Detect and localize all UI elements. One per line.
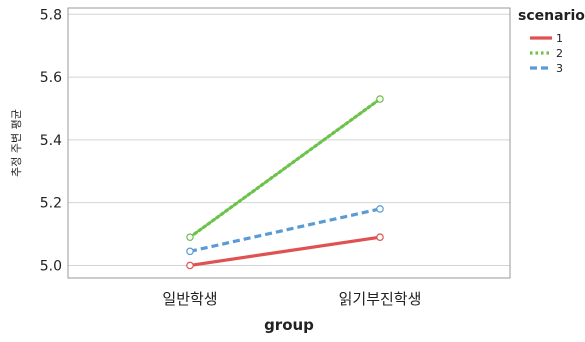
legend-label-1: 1 [556,32,563,45]
plot-frame [67,7,511,279]
y-tick-label: 5.8 [40,7,62,23]
series-layer [186,95,384,270]
legend: scenario 1 2 3 [518,8,585,75]
x-axis-label: group [264,316,314,334]
y-tick-label: 5.6 [40,70,62,86]
series-point-3 [186,247,194,256]
legend-label-2: 2 [556,47,563,60]
series-point-1 [376,233,384,241]
x-tick-label: 일반학생 [162,290,217,308]
y-tick-label: 5.4 [40,133,62,149]
y-tick-label: 5.2 [40,196,62,212]
series-point-1 [186,261,194,270]
y-tick-label: 5.0 [40,258,62,274]
series-point-3 [376,205,384,213]
legend-label-3: 3 [556,62,563,75]
series-line-1 [189,235,381,268]
grid-layer [68,13,510,266]
x-tick-label: 읽기부진학생 [339,290,422,308]
label-layer: group 추정 주변 평균 [10,109,314,334]
axes-layer: 5.0 5.2 5.4 5.6 5.8 일반학생 읽기부진학생 [40,7,511,308]
series-point-2 [186,233,194,241]
series-point-2 [376,95,384,103]
series-line-2 [188,97,382,239]
legend-title: scenario [518,8,585,24]
y-axis-label: 추정 주변 평균 [10,109,23,177]
